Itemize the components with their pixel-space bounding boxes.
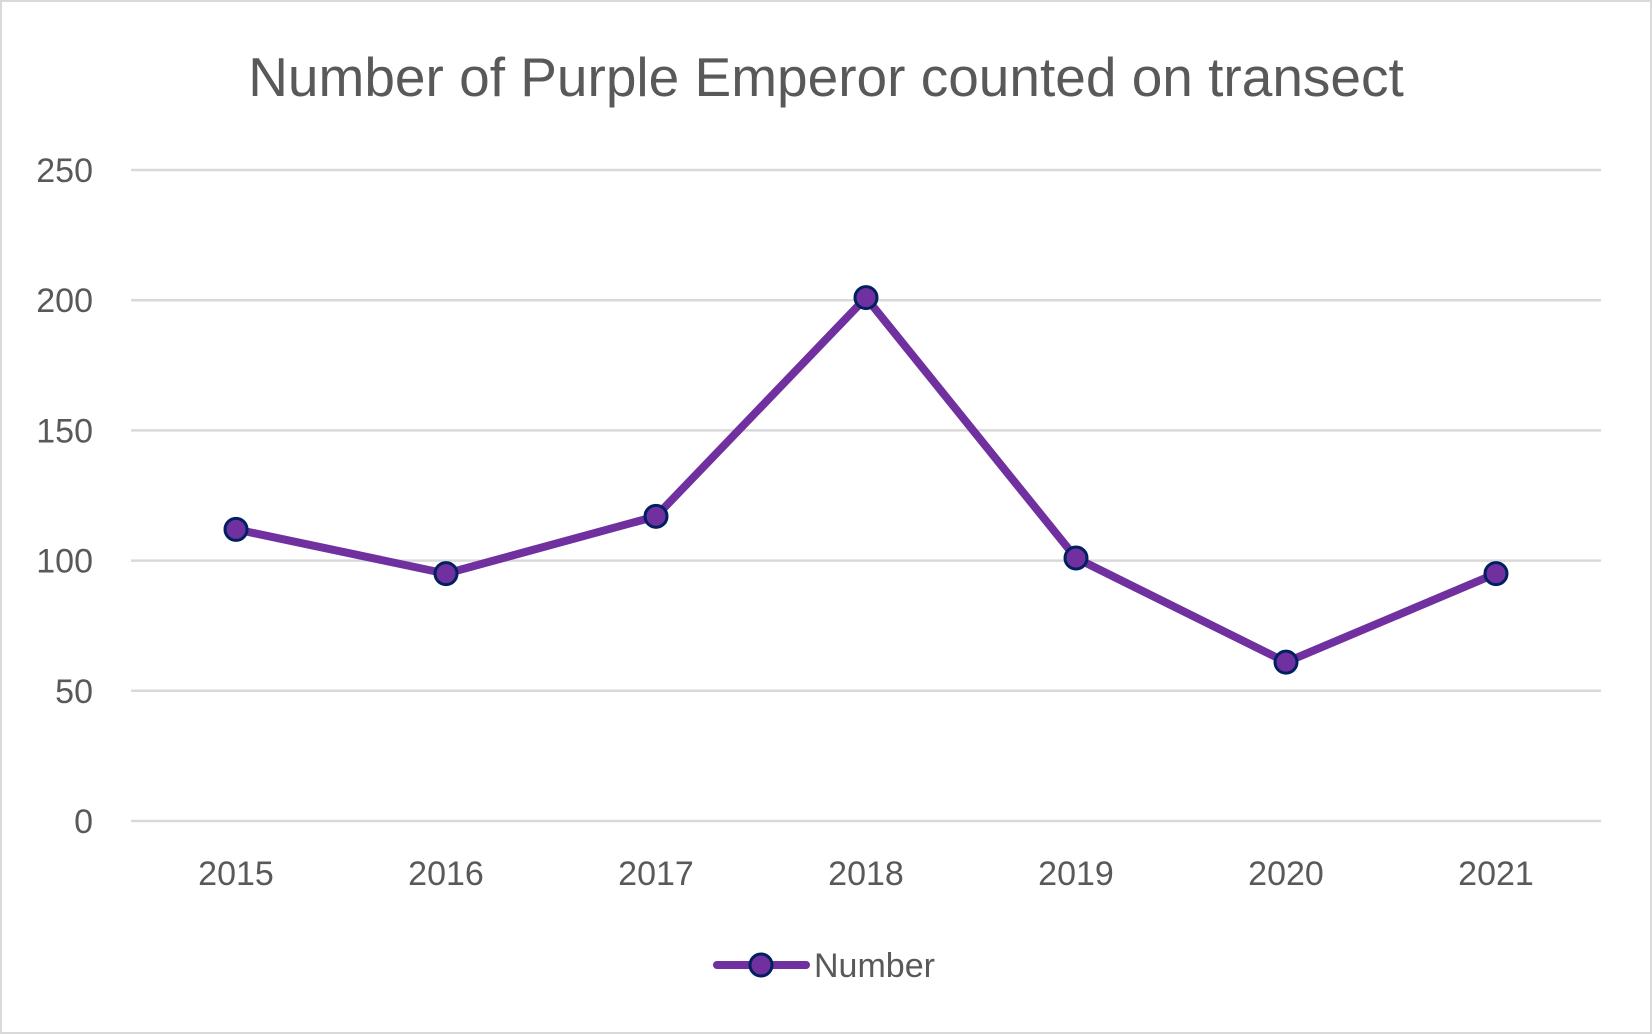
data-point-2021	[1483, 561, 1509, 587]
data-point-2019	[1063, 545, 1089, 571]
chart-title: Number of Purple Emperor counted on tran…	[248, 46, 1404, 108]
data-point-2020	[1273, 649, 1299, 675]
y-axis-ticks: 0 50 100 150 200 250	[36, 152, 93, 841]
series-number	[223, 285, 1509, 675]
y-tick-label-50: 50	[55, 673, 93, 711]
legend-label-number: Number	[814, 947, 935, 985]
x-tick-label-2020: 2020	[1248, 855, 1324, 893]
x-tick-label-2016: 2016	[408, 855, 484, 893]
x-tick-label-2015: 2015	[198, 855, 274, 893]
data-point-2015	[223, 516, 249, 542]
y-tick-label-150: 150	[36, 412, 93, 450]
x-tick-label-2017: 2017	[618, 855, 694, 893]
legend: Number	[713, 947, 935, 985]
legend-marker-swatch	[748, 952, 774, 978]
y-tick-label-250: 250	[36, 152, 93, 190]
x-axis-ticks: 2015 2016 2017 2018 2019 2020 2021	[198, 855, 1534, 893]
series-line-number	[232, 293, 1500, 667]
gridlines	[131, 168, 1601, 823]
y-tick-label-100: 100	[36, 543, 93, 581]
data-point-2017	[643, 503, 669, 529]
x-tick-label-2018: 2018	[828, 855, 904, 893]
x-tick-label-2019: 2019	[1038, 855, 1114, 893]
data-point-2016	[433, 561, 459, 587]
x-tick-label-2021: 2021	[1458, 855, 1534, 893]
y-tick-label-200: 200	[36, 282, 93, 320]
y-tick-label-0: 0	[74, 803, 93, 841]
data-point-2018	[853, 285, 879, 311]
